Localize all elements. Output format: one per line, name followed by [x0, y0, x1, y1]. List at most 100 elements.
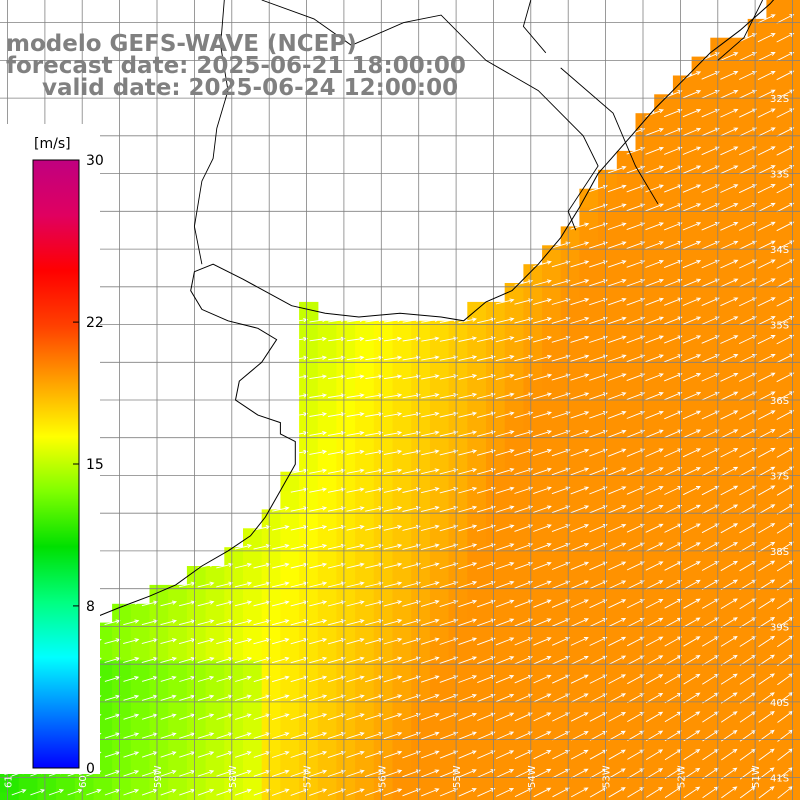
wind-arrow [551, 467, 571, 476]
wind-speed-cell [186, 679, 207, 699]
wind-arrow [757, 297, 776, 307]
wind-arrow [402, 336, 421, 342]
wind-arrow [476, 449, 496, 456]
wind-speed-cell [766, 566, 786, 586]
wind-arrow [384, 317, 403, 323]
wind-arrow [364, 675, 384, 683]
wind-arrow [532, 373, 553, 381]
wind-speed-cell [729, 113, 749, 133]
wind-speed-cell [729, 207, 749, 227]
wind-arrow [514, 580, 534, 589]
wind-arrow [495, 599, 515, 608]
wind-arrow [290, 317, 309, 323]
wind-arrow [757, 89, 776, 99]
wind-arrow [645, 127, 664, 136]
wind-speed-cell [149, 773, 169, 794]
wind-speed-cell [691, 792, 711, 800]
wind-speed-cell [560, 377, 580, 397]
wind-arrow [702, 673, 720, 685]
wind-arrow [683, 579, 701, 590]
wind-speed-cell [635, 679, 655, 699]
wind-arrow [776, 51, 795, 62]
wind-speed-cell [560, 283, 580, 303]
wind-arrow [476, 505, 496, 513]
wind-speed-cell [467, 717, 487, 737]
wind-speed-cell [766, 528, 786, 548]
wind-arrow [458, 581, 478, 589]
wind-speed-cell [224, 792, 244, 800]
wind-speed-cell [168, 698, 188, 718]
wind-speed-cell [747, 301, 767, 322]
wind-arrow [290, 430, 309, 436]
wind-arrow [327, 637, 346, 645]
wind-arrow [197, 619, 215, 626]
wind-speed-cell [710, 75, 730, 95]
wind-speed-cell [486, 358, 506, 378]
wind-arrow [682, 523, 701, 533]
wind-speed-cell [766, 113, 786, 133]
wind-speed-cell [523, 698, 543, 718]
wind-arrow [439, 788, 459, 797]
wind-arrow [739, 127, 758, 137]
wind-arrow [197, 770, 215, 777]
wind-speed-cell [523, 584, 543, 605]
wind-speed-cell [448, 641, 468, 661]
wind-speed-cell [654, 415, 674, 435]
wind-speed-cell [672, 434, 693, 454]
wind-arrow [739, 316, 758, 326]
wind-speed-cell [560, 320, 580, 341]
wind-speed-cell [691, 113, 711, 133]
wind-speed-cell [429, 452, 450, 473]
wind-speed-cell [429, 471, 450, 492]
wind-arrow [495, 580, 515, 589]
wind-speed-cell [243, 622, 263, 643]
wind-speed-cell [672, 264, 693, 284]
wind-arrow [683, 749, 701, 761]
wind-speed-cell [411, 717, 431, 737]
wind-speed-cell [392, 452, 412, 473]
wind-speed-cell [130, 660, 151, 680]
wind-speed-cell [74, 792, 95, 800]
wind-speed-cell [766, 358, 786, 378]
wind-arrow [346, 543, 365, 550]
wind-speed-cell [635, 490, 655, 511]
wind-speed-cell [654, 132, 674, 152]
wind-arrow [328, 412, 346, 417]
wind-arrow [683, 711, 701, 723]
wind-arrow [570, 260, 590, 268]
wind-arrow [701, 184, 720, 193]
wind-arrow [589, 486, 608, 495]
wind-speed-cell [616, 773, 637, 794]
wind-speed-cell [672, 320, 693, 341]
wind-speed-cell [598, 509, 618, 529]
border-line [717, 0, 764, 61]
wind-speed-cell [747, 150, 767, 171]
wind-speed-cell [448, 471, 468, 492]
wind-arrow [608, 712, 627, 722]
wind-speed-cell [243, 698, 263, 718]
wind-speed-cell [691, 320, 711, 341]
wind-speed-cell [448, 792, 468, 800]
wind-speed-cell [635, 358, 655, 378]
wind-arrow [309, 732, 328, 740]
wind-speed-cell [486, 528, 506, 548]
wind-speed-cell [635, 660, 655, 680]
wind-arrow [178, 657, 196, 664]
wind-arrow [776, 221, 795, 232]
wind-speed-cell [747, 226, 767, 246]
wind-arrow [701, 165, 720, 174]
latitude-label: 32S [770, 94, 789, 105]
wind-arrow [420, 562, 440, 569]
wind-arrow [160, 770, 177, 777]
wind-speed-cell [579, 622, 599, 643]
wind-speed-cell [112, 698, 132, 718]
latitude-label: 41S [770, 773, 789, 784]
wind-speed-cell [654, 603, 674, 624]
wind-speed-cell [747, 320, 767, 341]
wind-speed-cell [542, 264, 562, 284]
wind-arrow [776, 485, 794, 496]
wind-speed-cell [299, 622, 319, 643]
wind-arrow [533, 787, 552, 798]
